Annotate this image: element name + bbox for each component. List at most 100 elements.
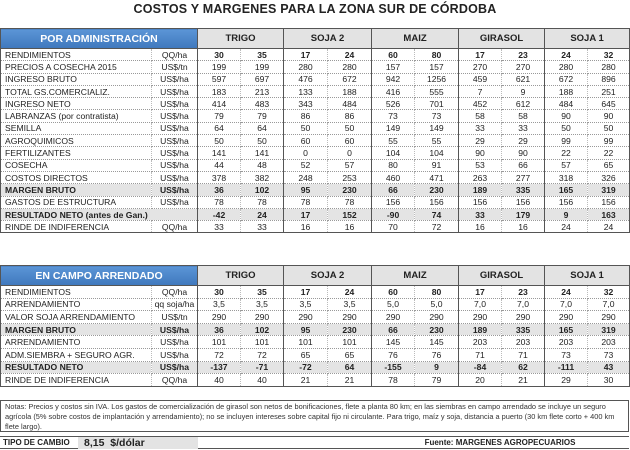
row-unit: US$/tn [151,60,199,74]
source: Fuente: MARGENES AGROPECUARIOS [424,438,576,447]
value-cell: 101 [197,335,241,349]
value-cell: 612 [501,97,546,111]
value-cell: -84 [458,361,503,375]
value-cell: 80 [414,48,460,62]
table-row: SEMILLA US$/ha 64 64 50 50 149 149 33 33 50 50 [0,122,630,136]
value-cell: 0 [327,146,373,160]
value-cell: 22 [544,146,589,160]
value-cell: 203 [587,335,630,349]
value-cell: 7,0 [587,298,630,312]
row-unit: QQ/ha [151,220,199,234]
row-unit: US$/ha [151,171,199,185]
value-cell: 30 [197,48,242,62]
value-cell: 102 [240,323,284,337]
value-cell: 21 [283,373,328,387]
row-unit: qq soja/ha [151,298,198,312]
value-cell: 17 [283,48,329,62]
value-cell: 476 [283,73,329,86]
value-cell: 203 [458,335,503,349]
value-cell: 70 [371,220,416,234]
row-unit: US$/ha [151,109,199,123]
table-row: FERTILIZANTES US$/ha 141 141 0 0 104 104 90 90 22 2… [0,146,630,160]
value-cell: 3,5 [197,298,241,312]
value-cell: 90 [587,109,630,123]
value-cell: -42 [197,208,242,222]
value-cell: 66 [371,323,416,337]
value-cell: 60 [283,134,329,148]
value-cell: 78 [197,196,242,209]
value-cell: 23 [501,48,546,62]
table-row: GASTOS DE ESTRUCTURA US$/ha 78 78 78 78 156 156… [0,196,630,209]
value-cell: 597 [197,73,242,86]
value-cell: 270 [501,60,546,74]
row-label: PRECIOS A COSECHA 2015 [0,60,152,74]
value-cell: 58 [458,109,503,123]
table-row: AGROQUIMICOS US$/ha 50 50 60 60 55 55 29 29 99 99 [0,134,630,148]
administracion-table: POR ADMINISTRACIÓN TRIGO SOJA 2 MAIZ GIRASOL… [0,28,630,234]
value-cell: 73 [587,348,630,362]
value-cell: 290 [414,310,460,324]
crop-header: GIRASOL [458,28,546,49]
value-cell: 319 [587,323,630,337]
value-cell: -111 [544,361,589,375]
table-row: INGRESO BRUTO US$/ha 597 697 476 672 942 1256 45… [0,73,630,86]
value-cell: 73 [414,109,460,123]
value-cell: 79 [240,109,285,123]
value-cell: 24 [587,220,630,234]
value-cell: -90 [371,208,416,222]
notes: Notas: Precios y costos sin IVA. Los gas… [0,400,629,432]
value-cell: 290 [197,310,241,324]
value-cell: 189 [458,323,503,337]
value-cell: 86 [283,109,329,123]
table-row: COSECHA US$/ha 44 48 52 57 80 91 53 66 57 65 [0,159,630,172]
table-row: INGRESO NETO US$/ha 414 483 343 484 526 701 452 6… [0,97,630,111]
value-cell: 17 [458,48,503,62]
value-cell: 7 [458,85,503,99]
value-cell: 79 [414,373,460,387]
value-cell: 156 [544,196,589,209]
crop-header: SOJA 2 [283,265,373,286]
value-cell: 199 [197,60,242,74]
row-label: RINDE DE INDIFERENCIA [0,373,152,387]
row-unit: US$/ha [151,97,199,111]
row-label: LABRANZAS (por contratista) [0,109,152,123]
value-cell: 99 [587,134,630,148]
crop-header: TRIGO [197,265,284,286]
section-title: POR ADMINISTRACIÓN [0,28,199,49]
value-cell: 60 [371,48,416,62]
value-cell: 72 [414,220,460,234]
row-label: AGROQUIMICOS [0,134,152,148]
value-cell: 62 [501,361,546,375]
crop-header: SOJA 1 [544,28,630,49]
value-cell: -137 [197,361,241,375]
value-cell: 78 [327,196,373,209]
value-cell: 459 [458,73,503,86]
value-cell: 17 [283,285,328,299]
value-cell: 74 [414,208,460,222]
table-row: TOTAL GS.COMERCIALIZ. US$/ha 183 213 133 188 4… [0,85,630,99]
value-cell: 33 [458,122,503,136]
value-cell: 3,5 [283,298,328,312]
value-cell: 71 [458,348,503,362]
value-cell: 5,0 [371,298,416,312]
value-cell: 50 [544,122,589,136]
value-cell: 33 [501,122,546,136]
row-label: FERTILIZANTES [0,146,152,160]
value-cell: 280 [327,60,373,74]
row-label: INGRESO NETO [0,97,152,111]
value-cell: 263 [458,171,503,185]
value-cell: 72 [197,348,241,362]
table-row: ADM.SIEMBRA + SEGURO AGR. US$/ha 72 72 65 65 7… [0,348,630,362]
value-cell: 149 [414,122,460,136]
table-row: PRECIOS A COSECHA 2015 US$/tn 199 199 280 280… [0,60,630,74]
value-cell: 290 [283,310,328,324]
value-cell: 60 [327,134,373,148]
row-label: GASTOS DE ESTRUCTURA [0,196,152,209]
value-cell: 104 [371,146,416,160]
value-cell: 460 [371,171,416,185]
row-label: TOTAL GS.COMERCIALIZ. [0,85,152,99]
value-cell: 65 [283,348,328,362]
value-cell: 78 [283,196,329,209]
crop-header: TRIGO [197,28,285,49]
value-cell: 21 [327,373,373,387]
